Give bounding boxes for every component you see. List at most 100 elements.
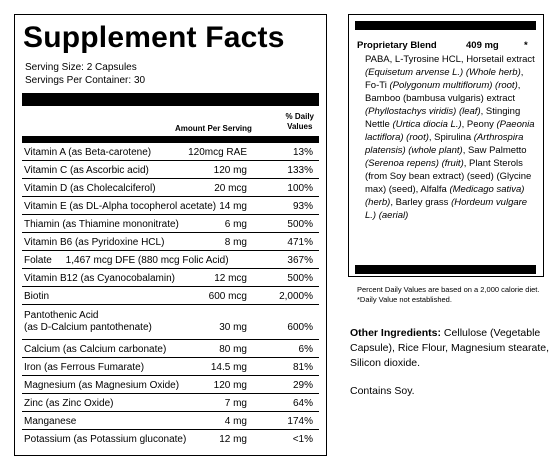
table-row: Manganese 4 mg 174% <box>22 412 319 430</box>
nutrient-name-line2: (as D-Calcium pantothenate) <box>24 322 152 333</box>
nutrient-daily-value: 29% <box>292 380 313 391</box>
blend-top-bar <box>355 21 536 30</box>
allergen-statement: Contains Soy. <box>350 385 415 397</box>
table-row: Biotin 600 mcg 2,000% <box>22 287 319 305</box>
proprietary-blend-panel: Proprietary Blend 409 mg * PABA, L-Tyros… <box>348 14 544 277</box>
nutrient-amount: 120 mg <box>213 165 247 176</box>
blend-amount: 409 mg <box>466 40 499 51</box>
table-row: Vitamin B6 (as Pyridoxine HCL) 8 mg 471% <box>22 233 319 251</box>
nutrient-amount: 12 mg <box>219 434 247 445</box>
nutrient-name: Vitamin A (as Beta-carotene) <box>24 147 152 158</box>
top-divider <box>22 93 319 106</box>
blend-segment: (Polygonum multiflorum) (root) <box>389 80 518 91</box>
nutrient-daily-value: <1% <box>292 434 313 445</box>
dv-header-line2: Values <box>287 122 313 131</box>
nutrient-daily-value: 13% <box>292 147 313 158</box>
nutrient-daily-value: 100% <box>287 183 313 194</box>
table-row: Vitamin A (as Beta-carotene) 120mcg RAE 13… <box>22 143 319 161</box>
nutrient-amount: 12 mcg <box>214 273 247 284</box>
nutrient-daily-value: 6% <box>298 344 313 355</box>
nutrient-daily-value: 500% <box>287 219 313 230</box>
blend-segment: (Hordeum vulgare L.) (aerial) <box>365 197 528 221</box>
nutrient-daily-value: 174% <box>287 416 313 427</box>
blend-segment: (Urtica diocia L.) <box>392 119 462 130</box>
nutrient-name: Folate 1,467 mcg DFE (880 mcg Folic Acid… <box>24 255 229 266</box>
blend-asterisk: * <box>524 40 528 51</box>
nutrient-name: Potassium (as Potassium gluconate) <box>24 434 187 445</box>
table-row: Thiamin (as Thiamine mononitrate) 6 mg 500… <box>22 215 319 233</box>
servings-per-container: Servings Per Container: 30 <box>25 75 146 86</box>
nutrient-name: Vitamin C (as Ascorbic acid) <box>24 165 149 176</box>
nutrient-amount: 80 mg <box>219 344 247 355</box>
blend-segment: , Plant Sterols (from Soy bean extract) … <box>365 158 532 195</box>
table-row: Folate 1,467 mcg DFE (880 mcg Folic Acid… <box>22 251 319 269</box>
nutrient-name: Vitamin B6 (as Pyridoxine HCL) <box>24 237 165 248</box>
header-divider <box>22 136 319 143</box>
nutrient-name: Manganese <box>24 416 77 427</box>
nutrient-name: Vitamin B12 (as Cyanocobalamin) <box>24 273 176 284</box>
nutrient-amount: 8 mg <box>224 237 247 248</box>
blend-segment: , Fo-Ti <box>365 67 524 91</box>
nutrient-name-line1: Pantothenic Acid <box>24 310 99 321</box>
nutrient-name: Zinc (as Zinc Oxide) <box>24 398 114 409</box>
blend-segment: , Bamboo (bambusa vulgaris) extract <box>365 80 521 104</box>
serving-size: Serving Size: 2 Capsules <box>25 62 137 73</box>
daily-value-header: % Daily Values <box>286 112 314 132</box>
table-row: Vitamin E (as DL-Alpha tocopherol acetat… <box>22 197 319 215</box>
table-row: Vitamin C (as Ascorbic acid) 120 mg 133% <box>22 161 319 179</box>
nutrient-amount: 14 mg <box>219 201 247 212</box>
blend-segment: , Stinging Nettle <box>365 106 521 130</box>
blend-segment: (Paeonia lactiflora) (root) <box>365 119 535 143</box>
serving-info: Serving Size: 2 Capsules Servings Per Co… <box>25 61 145 87</box>
nutrient-daily-value: 81% <box>292 362 313 373</box>
blend-segment: PABA, L-Tyrosine HCL, Horsetail extract <box>365 54 535 65</box>
nutrient-name: Biotin <box>24 291 50 302</box>
amount-header: Amount Per Serving <box>175 124 252 133</box>
nutrient-name: Calcium (as Calcium carbonate) <box>24 344 167 355</box>
panel-title: Supplement Facts <box>23 21 285 54</box>
nutrient-name: Magnesium (as Magnesium Oxide) <box>24 380 180 391</box>
nutrient-amount: 14.5 mg <box>210 362 247 373</box>
daily-value-footnote: Percent Daily Values are based on a 2,00… <box>357 285 540 304</box>
nutrient-daily-value: 600% <box>287 322 313 333</box>
blend-segment: , Spirulina <box>428 132 474 143</box>
nutrient-name: Iron (as Ferrous Fumarate) <box>24 362 145 373</box>
other-ingredients: Other Ingredients: Cellulose (Vegetable … <box>350 326 550 371</box>
nutrient-amount: 7 mg <box>224 398 247 409</box>
nutrient-name: Thiamin (as Thiamine mononitrate) <box>24 219 179 230</box>
blend-segment: (Serenoa repens) (fruit) <box>365 158 464 169</box>
nutrient-amount: 120 mg <box>213 380 247 391</box>
blend-ingredients: PABA, L-Tyrosine HCL, Horsetail extract … <box>365 53 535 222</box>
nutrient-table: Vitamin A (as Beta-carotene) 120mcg RAE 13… <box>22 143 319 448</box>
nutrient-daily-value: 133% <box>287 165 313 176</box>
blend-segment: (Equisetum arvense L.) (Whole herb) <box>365 67 521 78</box>
blend-segment: , Barley grass <box>390 197 452 208</box>
nutrient-amount: 120mcg RAE <box>188 147 247 158</box>
table-row: Vitamin B12 (as Cyanocobalamin) 12 mcg 500… <box>22 269 319 287</box>
table-row: Iron (as Ferrous Fumarate) 14.5 mg 81% <box>22 358 319 376</box>
nutrient-daily-value: 64% <box>292 398 313 409</box>
nutrient-amount: 6 mg <box>224 219 247 230</box>
table-row: Zinc (as Zinc Oxide) 7 mg 64% <box>22 394 319 412</box>
blend-segment: , Saw Palmetto <box>462 145 527 156</box>
other-ingredients-label: Other Ingredients: <box>350 327 442 339</box>
nutrient-amount: 30 mg <box>219 322 247 333</box>
nutrient-daily-value: 500% <box>287 273 313 284</box>
table-row: Calcium (as Calcium carbonate) 80 mg 6% <box>22 340 319 358</box>
nutrient-amount: 20 mcg <box>214 183 247 194</box>
nutrient-daily-value: 471% <box>287 237 313 248</box>
supplement-facts-panel: Supplement Facts Serving Size: 2 Capsule… <box>14 14 327 456</box>
nutrient-daily-value: 2,000% <box>279 291 313 302</box>
nutrient-daily-value: 93% <box>292 201 313 212</box>
blend-header: Proprietary Blend 409 mg * <box>357 40 537 51</box>
nutrient-amount: 600 mcg <box>208 291 247 302</box>
blend-segment: (Arthrospira platensis) (whole plant) <box>365 132 524 156</box>
nutrient-amount: 4 mg <box>224 416 247 427</box>
blend-label: Proprietary Blend <box>357 40 437 51</box>
blend-segment: (Phyllostachys viridis) (leaf) <box>365 106 481 117</box>
blend-segment: , Peony <box>461 119 497 130</box>
nutrient-name: Vitamin D (as Cholecalciferol) <box>24 183 156 194</box>
table-row: Vitamin D (as Cholecalciferol) 20 mcg 100% <box>22 179 319 197</box>
nutrient-name: Pantothenic Acid (as D-Calcium pantothena… <box>24 310 152 334</box>
nutrient-daily-value: 367% <box>287 255 313 266</box>
